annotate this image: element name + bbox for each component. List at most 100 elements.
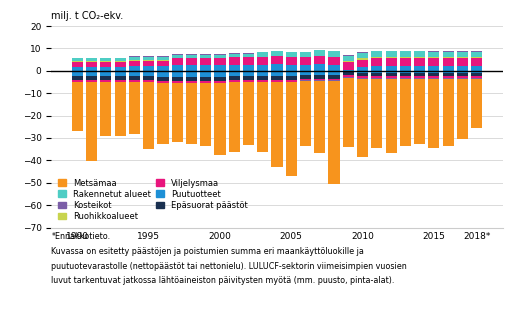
Bar	[343, 55, 354, 56]
Bar	[457, 78, 468, 79]
Bar	[214, 77, 226, 81]
Bar	[200, 71, 211, 77]
Bar	[400, 76, 411, 78]
Bar	[186, 77, 197, 81]
Bar	[314, 79, 325, 80]
Bar	[457, 76, 468, 78]
Bar	[471, 71, 482, 73]
Bar	[129, 61, 140, 66]
Bar	[72, 62, 83, 67]
Bar	[428, 57, 440, 58]
Bar	[443, 52, 453, 57]
Bar	[72, 82, 83, 131]
Bar	[428, 58, 440, 66]
Bar	[414, 58, 425, 66]
Bar	[328, 57, 340, 65]
Bar	[257, 65, 268, 71]
Bar	[186, 81, 197, 83]
Bar	[414, 78, 425, 79]
Bar	[443, 78, 453, 79]
Bar	[457, 57, 468, 58]
Bar	[300, 79, 311, 80]
Bar	[157, 81, 168, 83]
Bar	[72, 71, 83, 76]
Bar	[428, 79, 440, 148]
Bar	[471, 57, 482, 58]
Bar	[86, 62, 97, 67]
Bar	[314, 75, 325, 79]
Bar	[114, 67, 126, 71]
Bar	[414, 51, 425, 57]
Bar	[186, 55, 197, 58]
Bar	[257, 52, 268, 57]
Bar	[243, 57, 254, 65]
Bar	[172, 55, 183, 58]
Bar	[328, 79, 340, 80]
Bar	[457, 66, 468, 71]
Bar	[114, 61, 126, 62]
Bar	[400, 79, 411, 146]
Bar	[143, 57, 154, 60]
Bar	[129, 60, 140, 61]
Bar	[72, 76, 83, 80]
Bar	[400, 57, 411, 58]
Bar	[386, 58, 397, 66]
Bar	[343, 78, 354, 147]
Bar	[243, 82, 254, 145]
Bar	[86, 67, 97, 71]
Bar	[443, 57, 453, 58]
Bar	[286, 76, 297, 80]
Bar	[328, 65, 340, 71]
Bar	[371, 66, 382, 71]
Bar	[243, 80, 254, 82]
Bar	[243, 54, 254, 57]
Bar	[400, 51, 411, 57]
Bar	[157, 83, 168, 144]
Bar	[172, 71, 183, 77]
Bar	[200, 81, 211, 83]
Bar	[186, 65, 197, 71]
Bar	[371, 58, 382, 66]
Bar	[343, 56, 354, 61]
Bar	[428, 73, 440, 76]
Bar	[271, 80, 283, 82]
Bar	[414, 71, 425, 73]
Bar	[214, 71, 226, 77]
Bar	[172, 83, 183, 141]
Bar	[386, 73, 397, 76]
Bar	[371, 78, 382, 79]
Bar	[314, 80, 325, 81]
Bar	[443, 71, 453, 73]
Bar	[271, 64, 283, 71]
Bar	[86, 61, 97, 62]
Bar	[229, 80, 240, 82]
Bar	[257, 82, 268, 151]
Bar	[400, 66, 411, 71]
Bar	[114, 76, 126, 80]
Bar	[229, 71, 240, 76]
Bar	[428, 51, 440, 52]
Bar	[186, 71, 197, 77]
Bar	[343, 71, 354, 72]
Bar	[101, 62, 111, 67]
Bar	[172, 58, 183, 65]
Bar	[400, 71, 411, 73]
Bar	[271, 56, 283, 64]
Bar	[243, 76, 254, 80]
Bar	[143, 60, 154, 61]
Bar	[101, 58, 111, 61]
Bar	[86, 58, 97, 61]
Bar	[143, 61, 154, 66]
Bar	[471, 76, 482, 78]
Bar	[300, 80, 311, 81]
Bar	[457, 71, 468, 73]
Text: milj. t CO₂-ekv.: milj. t CO₂-ekv.	[51, 11, 124, 21]
Bar	[172, 54, 183, 55]
Bar	[114, 80, 126, 82]
Bar	[471, 52, 482, 57]
Bar	[172, 81, 183, 83]
Bar	[271, 76, 283, 80]
Bar	[200, 58, 211, 65]
Bar	[229, 53, 240, 54]
Bar	[471, 78, 482, 79]
